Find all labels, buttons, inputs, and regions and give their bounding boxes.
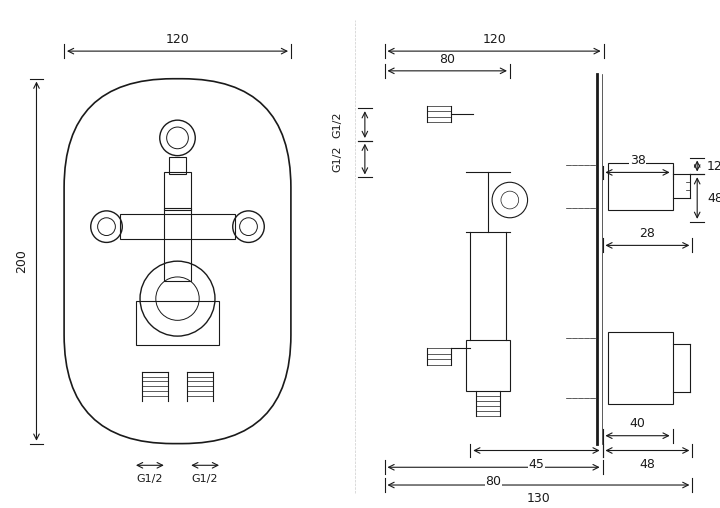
- Bar: [163, 172, 192, 210]
- Text: 80: 80: [439, 52, 455, 66]
- Text: 120: 120: [482, 33, 506, 46]
- Bar: [120, 214, 235, 239]
- Text: G1/2: G1/2: [192, 474, 218, 484]
- Text: G1/2: G1/2: [332, 146, 342, 172]
- Bar: [608, 163, 672, 210]
- Text: 28: 28: [639, 227, 655, 240]
- Bar: [136, 301, 219, 345]
- Text: 80: 80: [485, 474, 502, 488]
- Text: 200: 200: [15, 249, 28, 273]
- Bar: [608, 332, 672, 404]
- Text: G1/2: G1/2: [332, 111, 342, 138]
- Text: 40: 40: [629, 418, 645, 430]
- Bar: [467, 340, 510, 391]
- Text: 45: 45: [528, 458, 544, 471]
- Text: G1/2: G1/2: [137, 474, 163, 484]
- Text: 120: 120: [166, 33, 189, 46]
- Text: 48: 48: [707, 192, 720, 205]
- Text: 12: 12: [707, 160, 720, 173]
- Text: 38: 38: [629, 154, 645, 167]
- Bar: [163, 208, 192, 281]
- Bar: [168, 156, 186, 174]
- Text: 48: 48: [639, 458, 655, 471]
- Text: 130: 130: [526, 492, 550, 505]
